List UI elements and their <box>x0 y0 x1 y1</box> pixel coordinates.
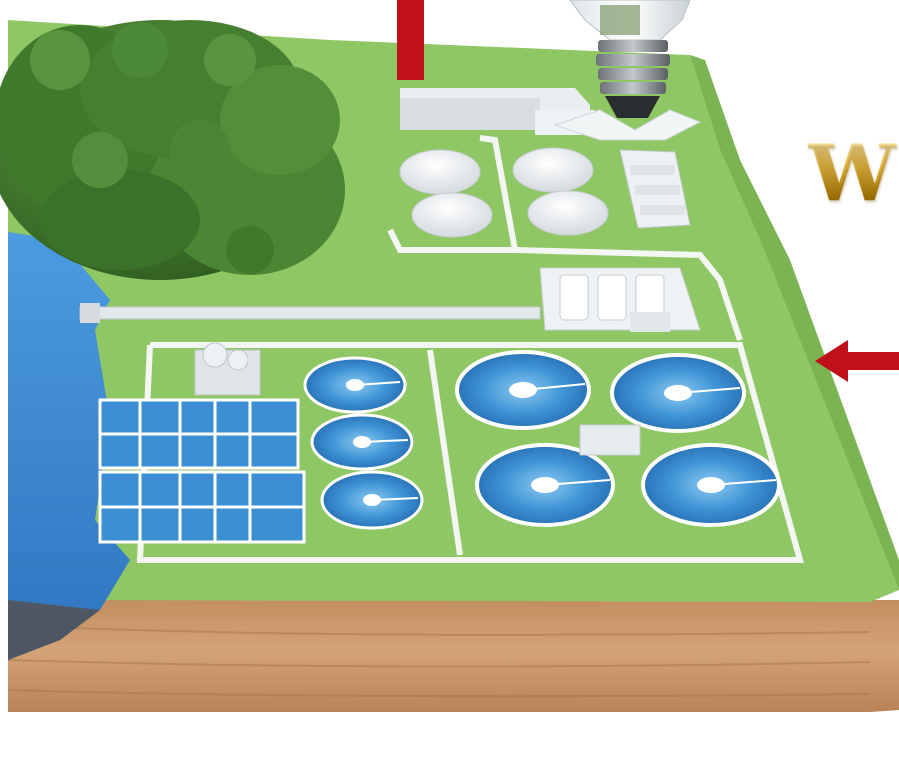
primary-clarifiers <box>303 356 424 530</box>
forest <box>0 20 345 280</box>
equipment-building <box>619 149 691 229</box>
left-arrow-icon <box>815 340 899 382</box>
title-letter-w: W <box>808 134 899 214</box>
process-building <box>539 267 701 332</box>
pump-house <box>194 342 261 396</box>
aeration-basins <box>98 398 306 544</box>
river <box>8 232 130 660</box>
down-arrow-icon <box>397 0 424 80</box>
digester-domes <box>399 147 609 238</box>
secondary-clarifiers <box>455 350 781 527</box>
soil-layer <box>8 590 899 712</box>
lightbulb-icon <box>553 0 702 141</box>
pipeline <box>79 303 541 323</box>
